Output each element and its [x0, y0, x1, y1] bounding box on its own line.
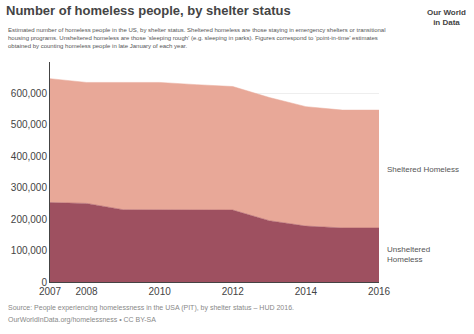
- svg-text:200,000: 200,000: [11, 214, 48, 225]
- svg-text:2010: 2010: [149, 286, 172, 297]
- svg-text:2016: 2016: [368, 286, 391, 297]
- svg-text:300,000: 300,000: [11, 182, 48, 193]
- svg-text:2014: 2014: [295, 286, 318, 297]
- svg-text:Number of homeless people, by: Number of homeless people, by shelter st…: [6, 3, 291, 18]
- svg-text:Source: People experiencing ho: Source: People experiencing homelessness…: [8, 304, 294, 312]
- svg-text:Estimated number of homeless p: Estimated number of homeless people in t…: [8, 27, 386, 49]
- svg-text:0: 0: [41, 277, 47, 288]
- svg-text:Our Worldin Data: Our Worldin Data: [427, 8, 466, 27]
- svg-text:UnshelteredHomeless: UnshelteredHomeless: [387, 245, 430, 264]
- svg-text:100,000: 100,000: [11, 245, 48, 256]
- svg-text:2012: 2012: [222, 286, 245, 297]
- svg-text:2008: 2008: [75, 286, 98, 297]
- svg-text:OurWorldInData.org/homelessnes: OurWorldInData.org/homelessness • CC BY-…: [8, 316, 156, 324]
- svg-text:Sheltered Homeless: Sheltered Homeless: [387, 165, 459, 174]
- svg-text:2007: 2007: [39, 286, 62, 297]
- svg-text:600,000: 600,000: [11, 88, 48, 99]
- svg-text:400,000: 400,000: [11, 151, 48, 162]
- svg-text:500,000: 500,000: [11, 119, 48, 130]
